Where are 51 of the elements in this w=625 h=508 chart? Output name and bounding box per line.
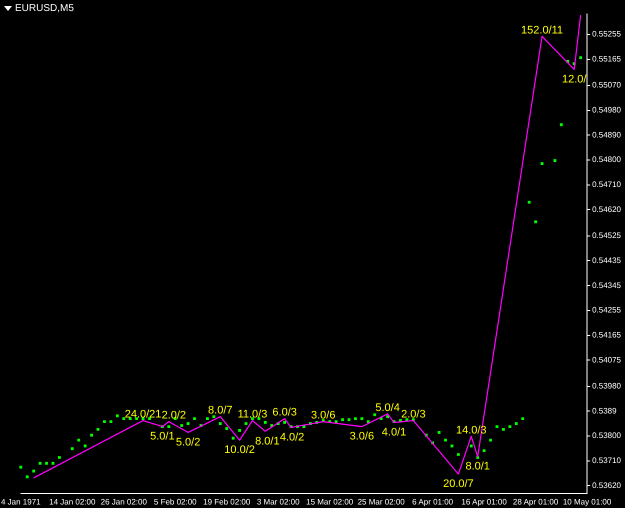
- y-tick-label: 0.54435: [592, 256, 622, 265]
- x-tick-label: 5 Feb 02:00: [154, 497, 198, 506]
- annotation: 6.0/3: [272, 406, 297, 419]
- y-tick-label: 0.54800: [592, 155, 622, 164]
- annotation: 24.0/21: [124, 408, 162, 421]
- annotation: 8.0/1: [255, 435, 280, 448]
- x-tick-label: 14 Jan 02:00: [49, 497, 96, 506]
- y-tick-label: 0.55070: [592, 80, 622, 90]
- annotation: 8.0/1: [465, 460, 490, 473]
- annotation: 3.0/6: [350, 430, 374, 443]
- annotation: 4.0/1: [382, 426, 406, 438]
- annotation: 8.0/7: [208, 404, 233, 417]
- y-tick-label: 0.54255: [592, 306, 622, 315]
- y-tick-label: 0.55165: [592, 54, 622, 64]
- annotation: 2.0/3: [401, 408, 426, 421]
- annotation: 10.0/2: [224, 444, 255, 456]
- x-tick-label: 4 Jan 1971: [1, 497, 42, 506]
- x-tick-label: 3 Mar 02:00: [256, 497, 300, 506]
- y-tick-label: 0.54075: [592, 355, 622, 364]
- y-tick-label: 0.54165: [592, 330, 622, 340]
- annotation: 2.0/2: [162, 410, 186, 422]
- y-tick-label: 0.54980: [592, 106, 622, 115]
- y-tick-label: 0.53710: [592, 456, 622, 466]
- y-tick-label: 0.53620: [592, 480, 622, 490]
- y-tick-label: 0.5389: [592, 406, 618, 416]
- annotation: 5.0/1: [150, 430, 175, 443]
- annotation: 4.0/2: [280, 431, 304, 444]
- y-tick-label: 0.54620: [592, 204, 622, 214]
- annotation: 11.0/3: [238, 408, 268, 421]
- x-tick-label: 6 Apr 01:00: [412, 497, 454, 506]
- annotation: 5.0/4: [375, 402, 400, 414]
- y-tick-label: 0.53980: [592, 382, 622, 391]
- x-tick-label: 16 Apr 01:00: [461, 497, 508, 506]
- annotation: 152.0/11: [521, 24, 564, 36]
- y-tick-label: 0.54710: [592, 180, 622, 190]
- annotation: 5.0/2: [176, 436, 200, 448]
- x-tick-label: 19 Feb 02:00: [203, 497, 251, 506]
- annotation: 12.0/: [562, 73, 588, 86]
- x-tick-label: 10 May 01:00: [562, 497, 612, 506]
- y-tick-label: 0.54890: [592, 130, 622, 140]
- y-tick-label: 0.54525: [592, 231, 622, 240]
- x-tick-label: 28 Apr 01:00: [512, 497, 559, 506]
- x-tick-label: 15 Mar 02:00: [306, 497, 354, 506]
- annotation: 3.0/6: [311, 410, 336, 422]
- x-tick-label: 26 Jan 02:00: [100, 497, 148, 506]
- y-tick-label: 0.53800: [592, 431, 622, 440]
- annotation: 20.0/7: [443, 478, 474, 490]
- y-tick-label: 0.55255: [592, 30, 622, 39]
- chart-title: EURUSD,M5: [15, 3, 74, 14]
- y-tick-label: 0.54345: [592, 280, 622, 290]
- x-tick-label: 25 Mar 02:00: [358, 497, 406, 506]
